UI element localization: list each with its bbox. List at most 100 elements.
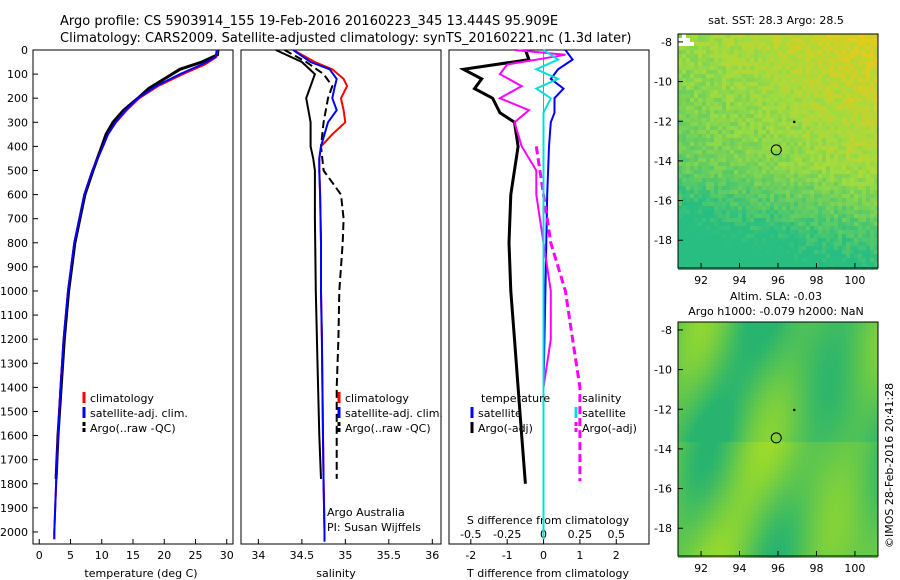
sst-map-cell: [870, 246, 874, 250]
sst-map-cell: [722, 206, 726, 210]
sst-map-cell: [846, 70, 850, 74]
sst-map-cell: [834, 54, 838, 58]
sst-map-cell: [854, 194, 858, 198]
sla-map-cell: [870, 418, 874, 422]
sst-map-cell: [762, 134, 766, 138]
sla-map-cell: [814, 342, 818, 346]
sst-map-cell: [710, 94, 714, 98]
sla-map-cell: [830, 386, 834, 390]
sla-map-cell: [718, 462, 722, 466]
sst-map-cell: [794, 70, 798, 74]
sst-map-cell: [858, 214, 862, 218]
sst-map-cell: [678, 62, 682, 66]
sst-map-cell: [702, 250, 706, 254]
sst-map-cell: [694, 210, 698, 214]
sst-map-cell: [802, 130, 806, 134]
sst-map-cell: [742, 178, 746, 182]
sla-map-cell: [750, 398, 754, 402]
sla-map-cell: [750, 450, 754, 454]
sla-map-cell: [850, 418, 854, 422]
sla-map-cell: [858, 342, 862, 346]
sst-map-cell: [850, 46, 854, 50]
sst-map-cell: [762, 210, 766, 214]
sla-map-cell: [822, 402, 826, 406]
sst-map-cell: [830, 150, 834, 154]
sla-map-cell: [858, 370, 862, 374]
sla-map-cell: [698, 338, 702, 342]
sst-map-cell: [710, 70, 714, 74]
sla-map-cell: [698, 450, 702, 454]
sst-map-cell: [810, 178, 814, 182]
sst-map-cell: [838, 106, 842, 110]
sla-map-cell: [702, 466, 706, 470]
sla-map-cell: [742, 430, 746, 434]
sst-map-cell: [738, 34, 742, 38]
sst-map-cell: [686, 230, 690, 234]
sst-map-cell: [770, 198, 774, 202]
sst-map-cell: [706, 246, 710, 250]
sla-map-cell: [730, 454, 734, 458]
sla-map-cell: [822, 442, 826, 446]
sla-map-cell: [826, 390, 830, 394]
sst-map-cell: [866, 254, 870, 258]
sst-map-cell: [846, 78, 850, 82]
sst-map-cell: [830, 238, 834, 242]
sst-map-cell: [734, 110, 738, 114]
sla-map-cell: [874, 458, 878, 462]
sst-map-cell: [862, 46, 866, 50]
sst-map-cell: [762, 154, 766, 158]
sst-map-cell: [730, 210, 734, 214]
sla-map-cell: [798, 450, 802, 454]
sst-map-cell: [738, 214, 742, 218]
sst-map-cell: [874, 186, 878, 190]
sst-map-cell: [814, 194, 818, 198]
temperature-tick-label: 10: [95, 549, 109, 562]
sst-map-cell: [738, 102, 742, 106]
sst-map-cell: [766, 42, 770, 46]
sla-map-cell: [794, 418, 798, 422]
sla-map-cell: [758, 326, 762, 330]
sst-map-cell: [766, 110, 770, 114]
sla-map-cell: [854, 354, 858, 358]
sla-map-cell: [694, 470, 698, 474]
sst-map-cell: [738, 258, 742, 262]
sst-map-cell: [794, 122, 798, 126]
sst-map-cell: [806, 182, 810, 186]
sst-map-cell: [698, 134, 702, 138]
sst-map-cell: [818, 138, 822, 142]
sla-map-cell: [862, 362, 866, 366]
sst-map-cell: [754, 226, 758, 230]
sst-map-cell: [734, 66, 738, 70]
sst-map-cell: [770, 238, 774, 242]
sla-map-cell: [874, 358, 878, 362]
sst-map-cell: [702, 174, 706, 178]
sst-map-cell: [794, 262, 798, 266]
sla-map-cell: [754, 366, 758, 370]
sla-map-cell: [702, 454, 706, 458]
sla-map-cell: [826, 358, 830, 362]
sla-map-cell: [822, 386, 826, 390]
sst-map-cell: [774, 54, 778, 58]
sst-map-cell: [722, 234, 726, 238]
sst-map-cell: [806, 134, 810, 138]
sst-map-cell: [858, 118, 862, 122]
sst-map-cell: [794, 62, 798, 66]
sst-map-cell: [726, 242, 730, 246]
sst-map-cell: [862, 182, 866, 186]
sla-map-cell: [766, 334, 770, 338]
sla-map-cell: [838, 366, 842, 370]
sla-map-cell: [854, 426, 858, 430]
sst-map-cell: [754, 262, 758, 266]
sla-map-cell: [782, 454, 786, 458]
sst-map-cell: [846, 262, 850, 266]
sst-map-cell: [722, 114, 726, 118]
sst-map-cell: [870, 254, 874, 258]
sla-map-cell: [758, 394, 762, 398]
sla-map-cell: [858, 390, 862, 394]
sst-map-cell: [750, 174, 754, 178]
sst-map-cell: [834, 130, 838, 134]
sst-map-cell: [706, 174, 710, 178]
sst-map-cell: [846, 46, 850, 50]
sla-map-cell: [746, 442, 750, 446]
sst-map-cell: [686, 262, 690, 266]
